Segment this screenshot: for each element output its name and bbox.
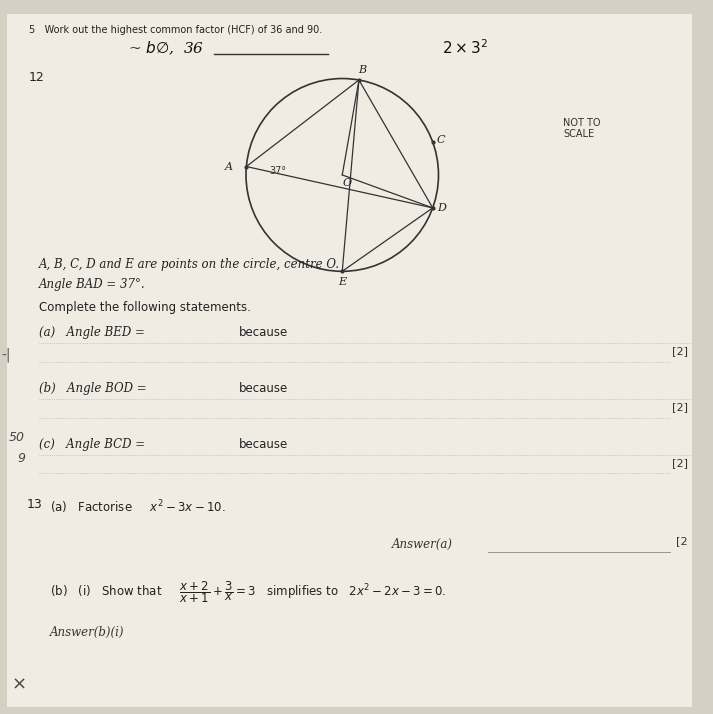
Text: (b)   Angle BOD =: (b) Angle BOD = [39,382,147,395]
Text: [2]: [2] [672,458,688,468]
Text: 37°: 37° [270,166,287,176]
Text: 5   Work out the highest common factor (HCF) of 36 and 90.: 5 Work out the highest common factor (HC… [29,25,322,35]
Text: E: E [338,277,347,287]
FancyBboxPatch shape [7,14,692,707]
Text: (c)   Angle BCD =: (c) Angle BCD = [39,438,145,451]
Text: B: B [359,65,366,75]
Text: [2]: [2] [672,346,688,356]
Text: C: C [437,135,446,145]
Text: NOT TO
SCALE: NOT TO SCALE [563,118,601,139]
Text: $2\times3^2$: $2\times3^2$ [442,38,488,56]
Text: because: because [239,438,288,451]
Text: [2]: [2] [672,402,688,412]
Text: Complete the following statements.: Complete the following statements. [39,301,251,314]
Text: Angle BAD = 37°.: Angle BAD = 37°. [39,278,146,291]
Text: Answer(a): Answer(a) [392,538,453,550]
Text: (a)   Factorise     $x^2-3x-10$.: (a) Factorise $x^2-3x-10$. [50,498,225,516]
Text: [2: [2 [677,536,688,546]
Text: 13: 13 [27,498,43,511]
Text: A: A [225,161,232,171]
Text: because: because [239,382,288,395]
Text: 12: 12 [29,71,44,84]
Text: (a)   Angle BED =: (a) Angle BED = [39,326,145,339]
Text: because: because [239,326,288,339]
Text: D: D [438,203,446,213]
Text: -|: -| [1,348,11,362]
Text: Answer(b)(i): Answer(b)(i) [50,625,124,638]
Text: 50: 50 [9,431,24,443]
Text: O: O [343,178,352,188]
Text: (b)   (i)   Show that     $\dfrac{x+2}{x+1}+\dfrac{3}{x}=3$   simplifies to   $2: (b) (i) Show that $\dfrac{x+2}{x+1}+\dfr… [50,579,446,605]
Text: A, B, C, D and E are points on the circle, centre O.: A, B, C, D and E are points on the circl… [39,258,340,271]
Text: 9: 9 [17,452,25,465]
Text: $\times$: $\times$ [11,675,26,693]
Text: ~ $b\emptyset$,  36: ~ $b\emptyset$, 36 [128,40,205,57]
